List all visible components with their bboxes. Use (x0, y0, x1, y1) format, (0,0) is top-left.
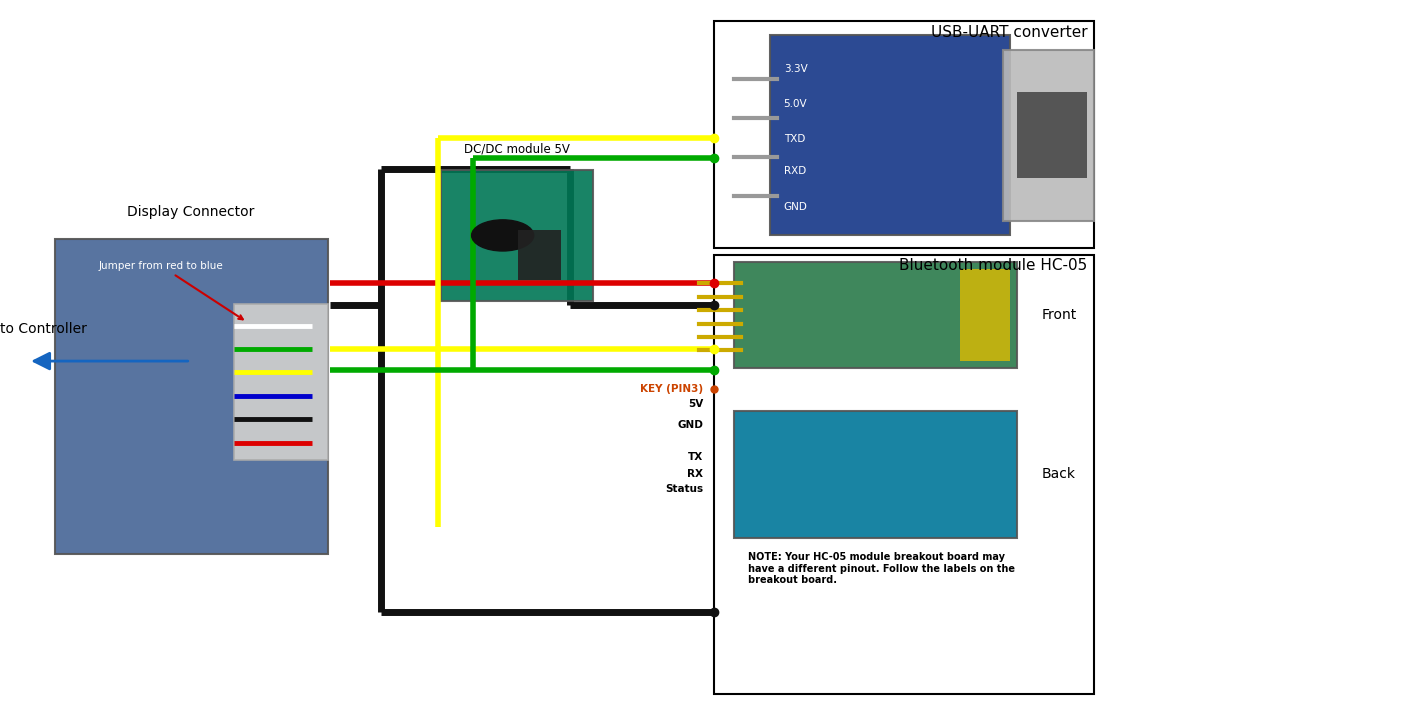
Bar (960, 269, 1010, 361)
Circle shape (472, 219, 534, 251)
Bar (518, 230, 561, 280)
Bar (734, 411, 1017, 538)
Text: RX: RX (688, 469, 703, 479)
Text: to Controller: to Controller (0, 322, 88, 336)
Text: NOTE: Your HC-05 module breakout board may
have a different pinout. Follow the l: NOTE: Your HC-05 module breakout board m… (748, 552, 1015, 586)
Bar (441, 170, 593, 301)
Bar (234, 304, 328, 460)
Text: Jumper from red to blue: Jumper from red to blue (99, 261, 243, 319)
Bar (714, 255, 1094, 694)
Bar (1017, 92, 1087, 178)
Text: TX: TX (688, 452, 703, 462)
Text: 5V: 5V (688, 399, 703, 409)
Text: Front: Front (1042, 308, 1076, 322)
Text: DC/DC module 5V: DC/DC module 5V (465, 143, 569, 156)
Bar (714, 21, 1094, 248)
Text: Back: Back (1042, 467, 1076, 481)
Bar (55, 239, 328, 554)
Text: RXD: RXD (784, 166, 806, 176)
Text: GND: GND (678, 420, 703, 430)
Text: Display Connector: Display Connector (127, 205, 254, 219)
Bar (1003, 50, 1094, 221)
Text: 5.0V: 5.0V (784, 99, 808, 109)
Text: TXD: TXD (784, 135, 805, 144)
Text: USB-UART converter: USB-UART converter (931, 25, 1087, 40)
Text: GND: GND (784, 202, 808, 212)
Text: 3.3V: 3.3V (784, 64, 808, 74)
Bar (770, 35, 1010, 235)
Text: KEY (PIN3): KEY (PIN3) (640, 384, 703, 394)
Text: Status: Status (665, 484, 703, 493)
Bar (734, 262, 1017, 368)
Text: Bluetooth module HC-05: Bluetooth module HC-05 (899, 258, 1087, 273)
